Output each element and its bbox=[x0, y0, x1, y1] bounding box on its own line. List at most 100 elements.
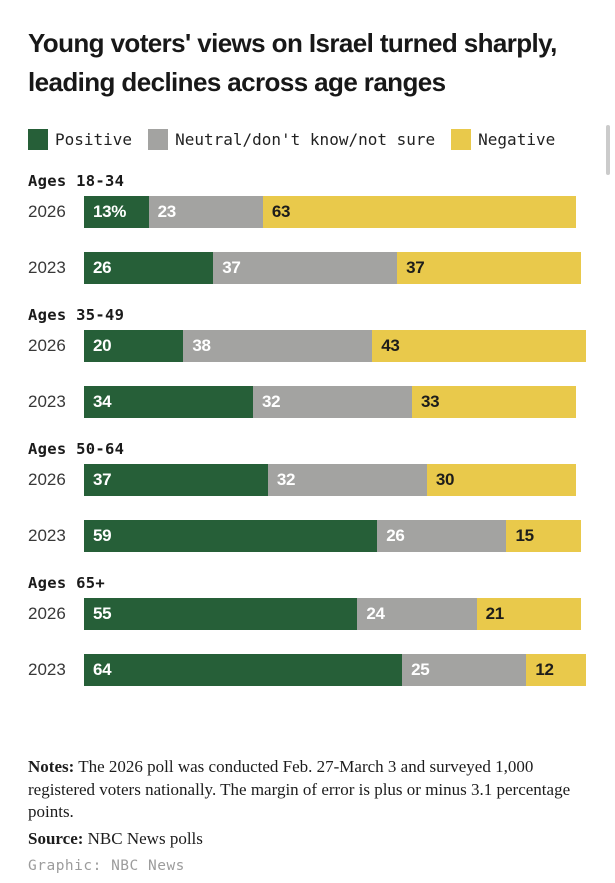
bar-segment-neutral: 25 bbox=[402, 654, 527, 686]
year-label: 2023 bbox=[28, 392, 66, 411]
title-line-2: leading declines across age ranges bbox=[28, 67, 446, 97]
bar-segment-neutral: 23 bbox=[148, 196, 263, 228]
bar-value-label: 38 bbox=[192, 336, 211, 355]
stacked-bar: 13% 23 63 bbox=[84, 196, 577, 228]
bar-value-label: 33 bbox=[421, 392, 440, 411]
bar-segment-negative: 43 bbox=[372, 330, 586, 362]
bar-value-label: 34 bbox=[93, 392, 112, 411]
bar-segment-positive: 34 bbox=[84, 386, 253, 418]
bar-segment-negative: 21 bbox=[476, 598, 581, 630]
year-label: 2026 bbox=[28, 604, 66, 623]
bar-value-label: 15 bbox=[515, 526, 534, 545]
bar-segment-neutral: 38 bbox=[183, 330, 373, 362]
stacked-bar: 64 25 12 bbox=[84, 654, 586, 686]
bar-value-label: 30 bbox=[435, 470, 455, 489]
year-label: 2026 bbox=[28, 202, 66, 221]
bar-value-label: 20 bbox=[93, 336, 112, 355]
bar-segment-neutral: 37 bbox=[213, 252, 398, 284]
bar-segment-neutral: 32 bbox=[252, 386, 412, 418]
legend-label-negative: Negative bbox=[478, 130, 556, 149]
legend-label-positive: Positive bbox=[55, 130, 133, 149]
bar-row: 2023 26 37 37 bbox=[28, 252, 589, 284]
bar-value-label: 63 bbox=[271, 202, 291, 221]
age-group: Ages 65+ 2026 55 24 21 2023 64 25 12 bbox=[28, 574, 589, 686]
bar-segment-neutral: 32 bbox=[267, 464, 427, 496]
group-label: Ages 50-64 bbox=[28, 440, 125, 458]
age-group: Ages 35-49 2026 20 38 43 2023 34 32 33 bbox=[28, 306, 589, 418]
legend-item-neutral: Neutral/don't know/not sure bbox=[148, 129, 435, 150]
bar-row: 2023 59 26 15 bbox=[28, 520, 589, 552]
bar-value-label: 13% bbox=[93, 202, 127, 221]
bar-segment-positive: 55 bbox=[84, 598, 358, 630]
bar-value-label: 23 bbox=[157, 202, 177, 221]
page-title: Young voters' views on Israel turned sha… bbox=[28, 24, 589, 102]
age-group: Ages 50-64 2026 37 32 30 2023 59 26 15 bbox=[28, 440, 589, 552]
neutral-swatch-icon bbox=[148, 129, 169, 150]
legend-item-negative: Negative bbox=[451, 129, 555, 150]
bar-value-label: 26 bbox=[93, 258, 112, 277]
bar-segment-negative: 30 bbox=[426, 464, 576, 496]
notes-text: Notes: The 2026 poll was conducted Feb. … bbox=[28, 757, 571, 821]
legend-item-positive: Positive bbox=[28, 129, 132, 150]
stacked-bar: 55 24 21 bbox=[84, 598, 581, 630]
bar-value-label: 59 bbox=[93, 526, 112, 545]
negative-swatch-icon bbox=[451, 129, 472, 150]
bar-row: 2026 20 38 43 bbox=[28, 330, 589, 362]
bar-row: 2023 64 25 12 bbox=[28, 654, 589, 686]
bar-value-label: 26 bbox=[386, 526, 405, 545]
year-label: 2023 bbox=[28, 526, 66, 545]
bar-value-label: 55 bbox=[93, 604, 112, 623]
bar-value-label: 21 bbox=[485, 604, 505, 623]
source-label: Source: bbox=[28, 828, 84, 848]
stacked-bar: 34 32 33 bbox=[84, 386, 576, 418]
stacked-bar: 20 38 43 bbox=[84, 330, 586, 362]
bar-value-label: 25 bbox=[411, 660, 430, 679]
positive-swatch-icon bbox=[28, 129, 48, 150]
group-label: Ages 65+ bbox=[28, 574, 106, 592]
bar-segment-positive: 26 bbox=[84, 252, 214, 284]
year-label: 2023 bbox=[28, 660, 66, 679]
graphic-credit: Graphic: NBC News bbox=[28, 857, 185, 874]
bar-segment-positive: 59 bbox=[84, 520, 378, 552]
title-line-1: Young voters' views on Israel turned sha… bbox=[28, 28, 557, 58]
bar-value-label: 64 bbox=[93, 660, 112, 679]
scrollbar-thumb[interactable] bbox=[606, 125, 610, 175]
bar-value-label: 24 bbox=[366, 604, 385, 623]
bar-value-label: 12 bbox=[535, 660, 554, 679]
stacked-bar: 37 32 30 bbox=[84, 464, 576, 496]
group-label: Ages 35-49 bbox=[28, 306, 125, 324]
bar-row: 2026 13% 23 63 bbox=[28, 196, 589, 228]
year-label: 2026 bbox=[28, 336, 66, 355]
age-group: Ages 18-34 2026 13% 23 63 2023 26 37 37 bbox=[28, 172, 589, 284]
bar-value-label: 32 bbox=[276, 470, 296, 489]
bar-segment-negative: 15 bbox=[506, 520, 581, 552]
bar-segment-positive: 20 bbox=[84, 330, 184, 362]
bar-segment-positive: 13% bbox=[84, 196, 149, 228]
bar-segment-neutral: 26 bbox=[377, 520, 507, 552]
bar-value-label: 32 bbox=[261, 392, 281, 411]
stacked-bar-chart: Ages 18-34 2026 13% 23 63 2023 26 37 37 Ages 35-4… bbox=[28, 172, 589, 686]
legend-label-neutral: Neutral/don't know/not sure bbox=[175, 130, 436, 149]
bar-value-label: 37 bbox=[93, 470, 112, 489]
bar-row: 2026 55 24 21 bbox=[28, 598, 589, 630]
bar-segment-negative: 12 bbox=[526, 654, 586, 686]
bar-segment-neutral: 24 bbox=[357, 598, 477, 630]
notes-label: Notes: bbox=[28, 757, 75, 776]
source-text: Source: NBC News polls bbox=[28, 828, 203, 848]
year-label: 2026 bbox=[28, 470, 66, 489]
bar-segment-negative: 37 bbox=[397, 252, 581, 284]
bar-value-label: 37 bbox=[222, 258, 241, 277]
bar-value-label: 43 bbox=[381, 336, 400, 355]
group-label: Ages 18-34 bbox=[28, 172, 125, 190]
bar-value-label: 37 bbox=[406, 258, 425, 277]
year-label: 2023 bbox=[28, 258, 66, 277]
stacked-bar: 26 37 37 bbox=[84, 252, 581, 284]
bar-row: 2023 34 32 33 bbox=[28, 386, 589, 418]
bar-row: 2026 37 32 30 bbox=[28, 464, 589, 496]
bar-segment-negative: 33 bbox=[412, 386, 576, 418]
bar-segment-negative: 63 bbox=[262, 196, 577, 228]
legend: Positive Neutral/don't know/not sure Neg… bbox=[28, 129, 589, 150]
bar-segment-positive: 37 bbox=[84, 464, 268, 496]
stacked-bar: 59 26 15 bbox=[84, 520, 581, 552]
